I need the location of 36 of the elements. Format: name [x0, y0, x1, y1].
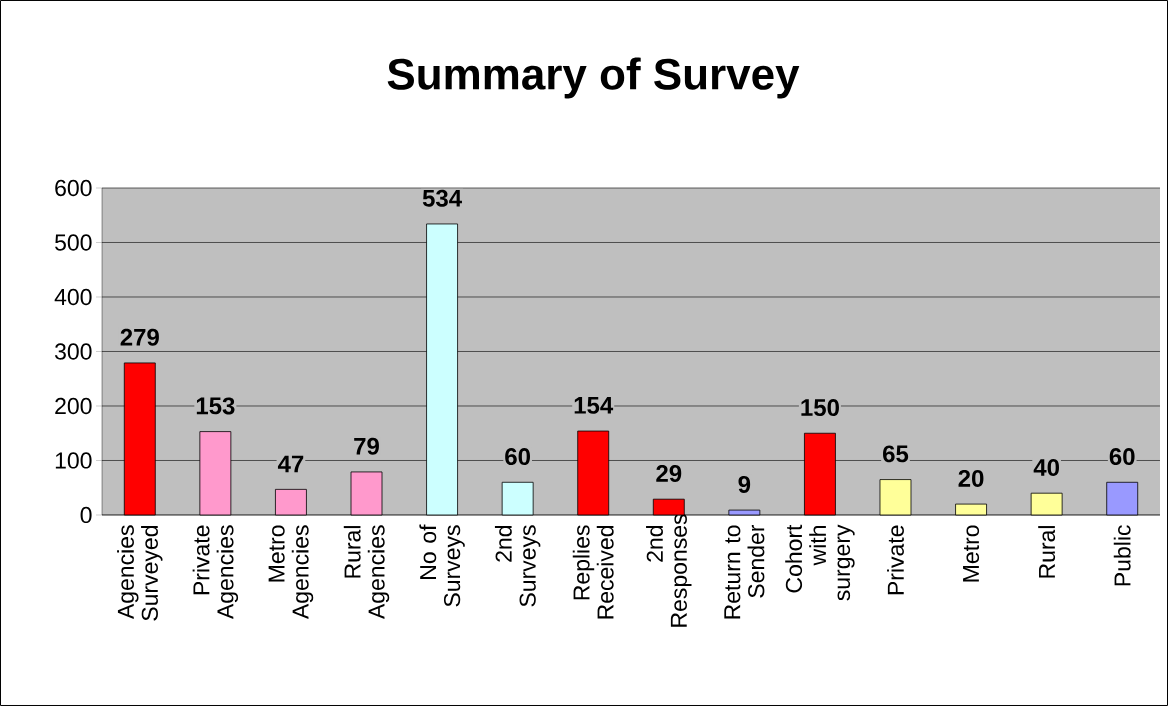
x-tick-label: Rural	[1038, 526, 1056, 578]
data-label: 9	[738, 475, 751, 493]
data-label: 79	[354, 437, 379, 455]
x-tick-label: Metro	[963, 525, 980, 582]
data-label: 29	[656, 465, 682, 482]
x-tick-label: Private	[887, 525, 904, 595]
data-label: 154	[574, 397, 614, 414]
data-label: 279	[120, 328, 159, 346]
x-tick-label: No of Surveys	[419, 524, 465, 607]
data-label: 150	[801, 399, 839, 417]
y-tick-label: 100	[55, 452, 92, 469]
x-tick-label: Replies Received	[572, 525, 614, 619]
y-tick-label: 600	[55, 179, 92, 197]
x-tick-label: Cohort with surgery	[785, 524, 855, 601]
y-tick-label: 0	[80, 506, 92, 524]
chart-title: Summary of Survey	[387, 57, 800, 99]
data-label: 534	[422, 189, 462, 207]
x-tick-label: Metro Agencies	[268, 525, 314, 620]
y-tick-label: 200	[55, 397, 92, 415]
y-tick-label: 400	[54, 288, 92, 306]
y-tick-label: 500	[55, 234, 92, 251]
x-tick-label: Return to Sender	[724, 524, 765, 619]
data-label: 60	[1109, 448, 1135, 466]
x-tick-label: 2nd Surveys	[494, 525, 541, 607]
data-label: 153	[196, 397, 235, 415]
data-label: 40	[1033, 459, 1059, 476]
x-tick-label: Rural Agencies	[343, 525, 390, 620]
x-tick-label: 2nd Responses	[646, 514, 692, 627]
data-label: 65	[883, 445, 909, 463]
data-label: 47	[277, 455, 304, 473]
data-label: 20	[958, 469, 984, 487]
y-tick-label: 300	[54, 343, 92, 360]
x-tick-label: Public	[1113, 525, 1131, 586]
data-label: 60	[505, 448, 530, 466]
x-tick-label: Agencies Surveyed	[117, 525, 163, 621]
x-tick-label: Private Agencies	[192, 525, 239, 620]
